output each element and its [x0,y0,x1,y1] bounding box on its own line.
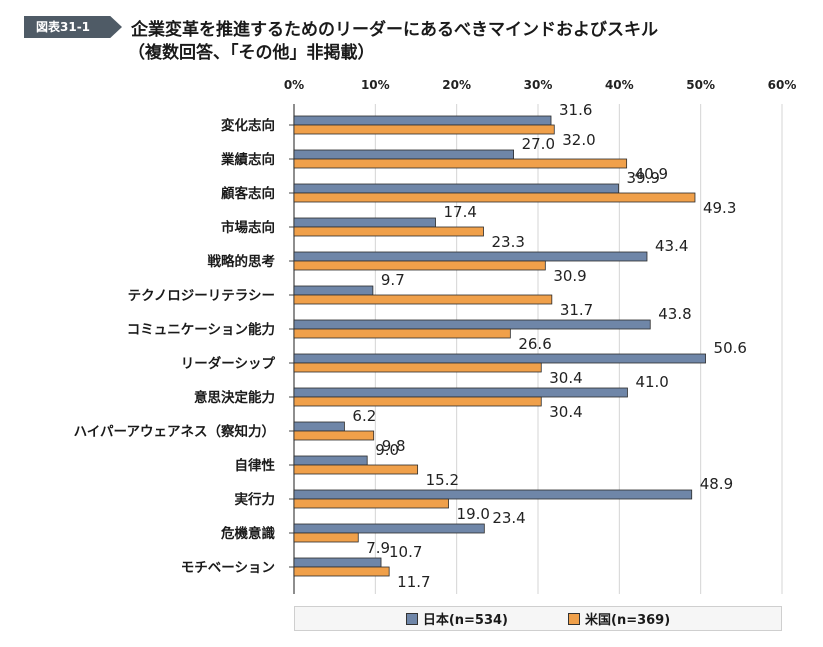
bar-us [293,294,553,305]
data-label-us: 49.3 [703,199,736,217]
category-label: コミュニケーション能力 [127,321,275,338]
data-label-japan: 17.4 [444,203,477,221]
bar-us [293,532,359,543]
bar-us [293,260,546,271]
legend-label-japan: 日本(n=534) [422,613,508,628]
bar-us [293,362,542,373]
chart-title: 企業変革を推進するためのリーダーにあるべきマインドおよびスキル [131,20,658,40]
data-label-japan: 50.6 [714,339,747,357]
category-label: 戦略的思考 [208,253,276,270]
category-label: ハイパーアウェアネス（察知力） [74,423,275,440]
legend-item-us: 米国(n=369) [568,609,670,628]
data-label-japan: 43.8 [658,305,691,323]
bar-us [293,464,419,475]
figure-badge: 図表31-1 [24,16,122,38]
category-label: 変化志向 [221,117,275,134]
x-tick-label: 10% [361,78,390,92]
data-label-us: 11.7 [397,573,430,591]
legend-swatch-us [568,612,580,625]
bar-japan [293,489,693,500]
legend-swatch-japan [405,612,418,625]
bar-japan [293,455,368,466]
bar-japan [293,285,374,296]
data-label-japan: 23.4 [492,509,525,527]
bar-us [293,396,542,407]
bar-us [293,192,696,203]
bar-us [293,566,390,577]
bar-japan [293,387,628,398]
bar-japan [293,251,648,262]
data-label-us: 15.2 [426,471,459,489]
data-label-us: 9.8 [382,437,406,455]
bar-japan [293,523,485,534]
bar-us [293,430,375,441]
chart-header: 図表31-1 企業変革を推進するためのリーダーにあるべきマインドおよびスキル （… [24,12,804,66]
x-tick-label: 50% [686,78,715,92]
x-tick-label: 40% [605,78,634,92]
legend: 日本(n=534) 米国(n=369) [294,606,782,631]
data-label-us: 19.0 [457,505,490,523]
data-label-japan: 27.0 [522,135,555,153]
data-label-us: 30.9 [553,267,586,285]
category-label: 市場志向 [221,219,275,236]
category-labels: 変化志向業績志向顧客志向市場志向戦略的思考テクノロジーリテラシーコミュニケーショ… [74,117,276,576]
data-label-japan: 39.9 [627,169,660,187]
data-label-japan: 41.0 [635,373,668,391]
bar-japan [293,557,382,568]
bar-japan [293,149,515,160]
bar-japan [293,353,706,364]
legend-item-japan: 日本(n=534) [405,609,508,628]
bar-japan [293,217,436,228]
bar-japan [293,421,345,432]
bar-us [293,158,628,169]
data-label-us: 40.9 [635,165,668,183]
bar-us [293,226,484,237]
data-label-japan: 48.9 [700,475,733,493]
data-label-us: 30.4 [549,403,582,421]
data-label-japan: 9.0 [375,441,399,459]
bar-japan [293,319,651,330]
x-tick-label: 60% [768,78,797,92]
category-label: 実行力 [235,491,276,508]
x-tick-label: 30% [524,78,553,92]
data-label-us: 7.9 [366,539,390,557]
x-tick-label: 20% [442,78,471,92]
chart-subtitle: （複数回答、「その他」非掲載） [128,43,375,63]
category-label: 意思決定能力 [194,389,275,406]
data-labels: 31.6 32.0 27.0 40.939.9 49.3 17.4 23.3 43.4 30.9… [352,101,747,591]
data-label-us: 32.0 [562,131,595,149]
data-label-japan: 31.6 [559,101,592,119]
bar-us [293,328,511,339]
data-label-us: 26.6 [518,335,551,353]
legend-label-us: 米国(n=369) [585,613,671,628]
category-label: リーダーシップ [181,355,276,372]
data-label-japan: 9.7 [381,271,405,289]
bar-japan [293,183,619,194]
category-label: 業績志向 [220,151,275,168]
data-label-us: 31.7 [560,301,593,319]
bar-japan [293,115,552,126]
data-label-japan: 43.4 [655,237,688,255]
data-label-japan: 6.2 [352,407,376,425]
x-tick-labels: 0% 10% 20% 30% 40% 50% 60% [284,78,797,92]
bar-us [293,124,555,135]
category-label: テクノロジーリテラシー [128,288,275,304]
x-tick-label: 0% [284,78,304,92]
category-label: 自律性 [235,457,276,474]
data-label-us: 30.4 [549,369,582,387]
category-label: 危機意識 [220,525,275,542]
bars [293,115,706,577]
data-label-japan: 10.7 [389,543,422,561]
bar-us [293,498,449,509]
data-label-us: 23.3 [492,233,525,251]
category-label: 顧客志向 [221,185,275,202]
category-label: モチベーション [181,560,275,576]
